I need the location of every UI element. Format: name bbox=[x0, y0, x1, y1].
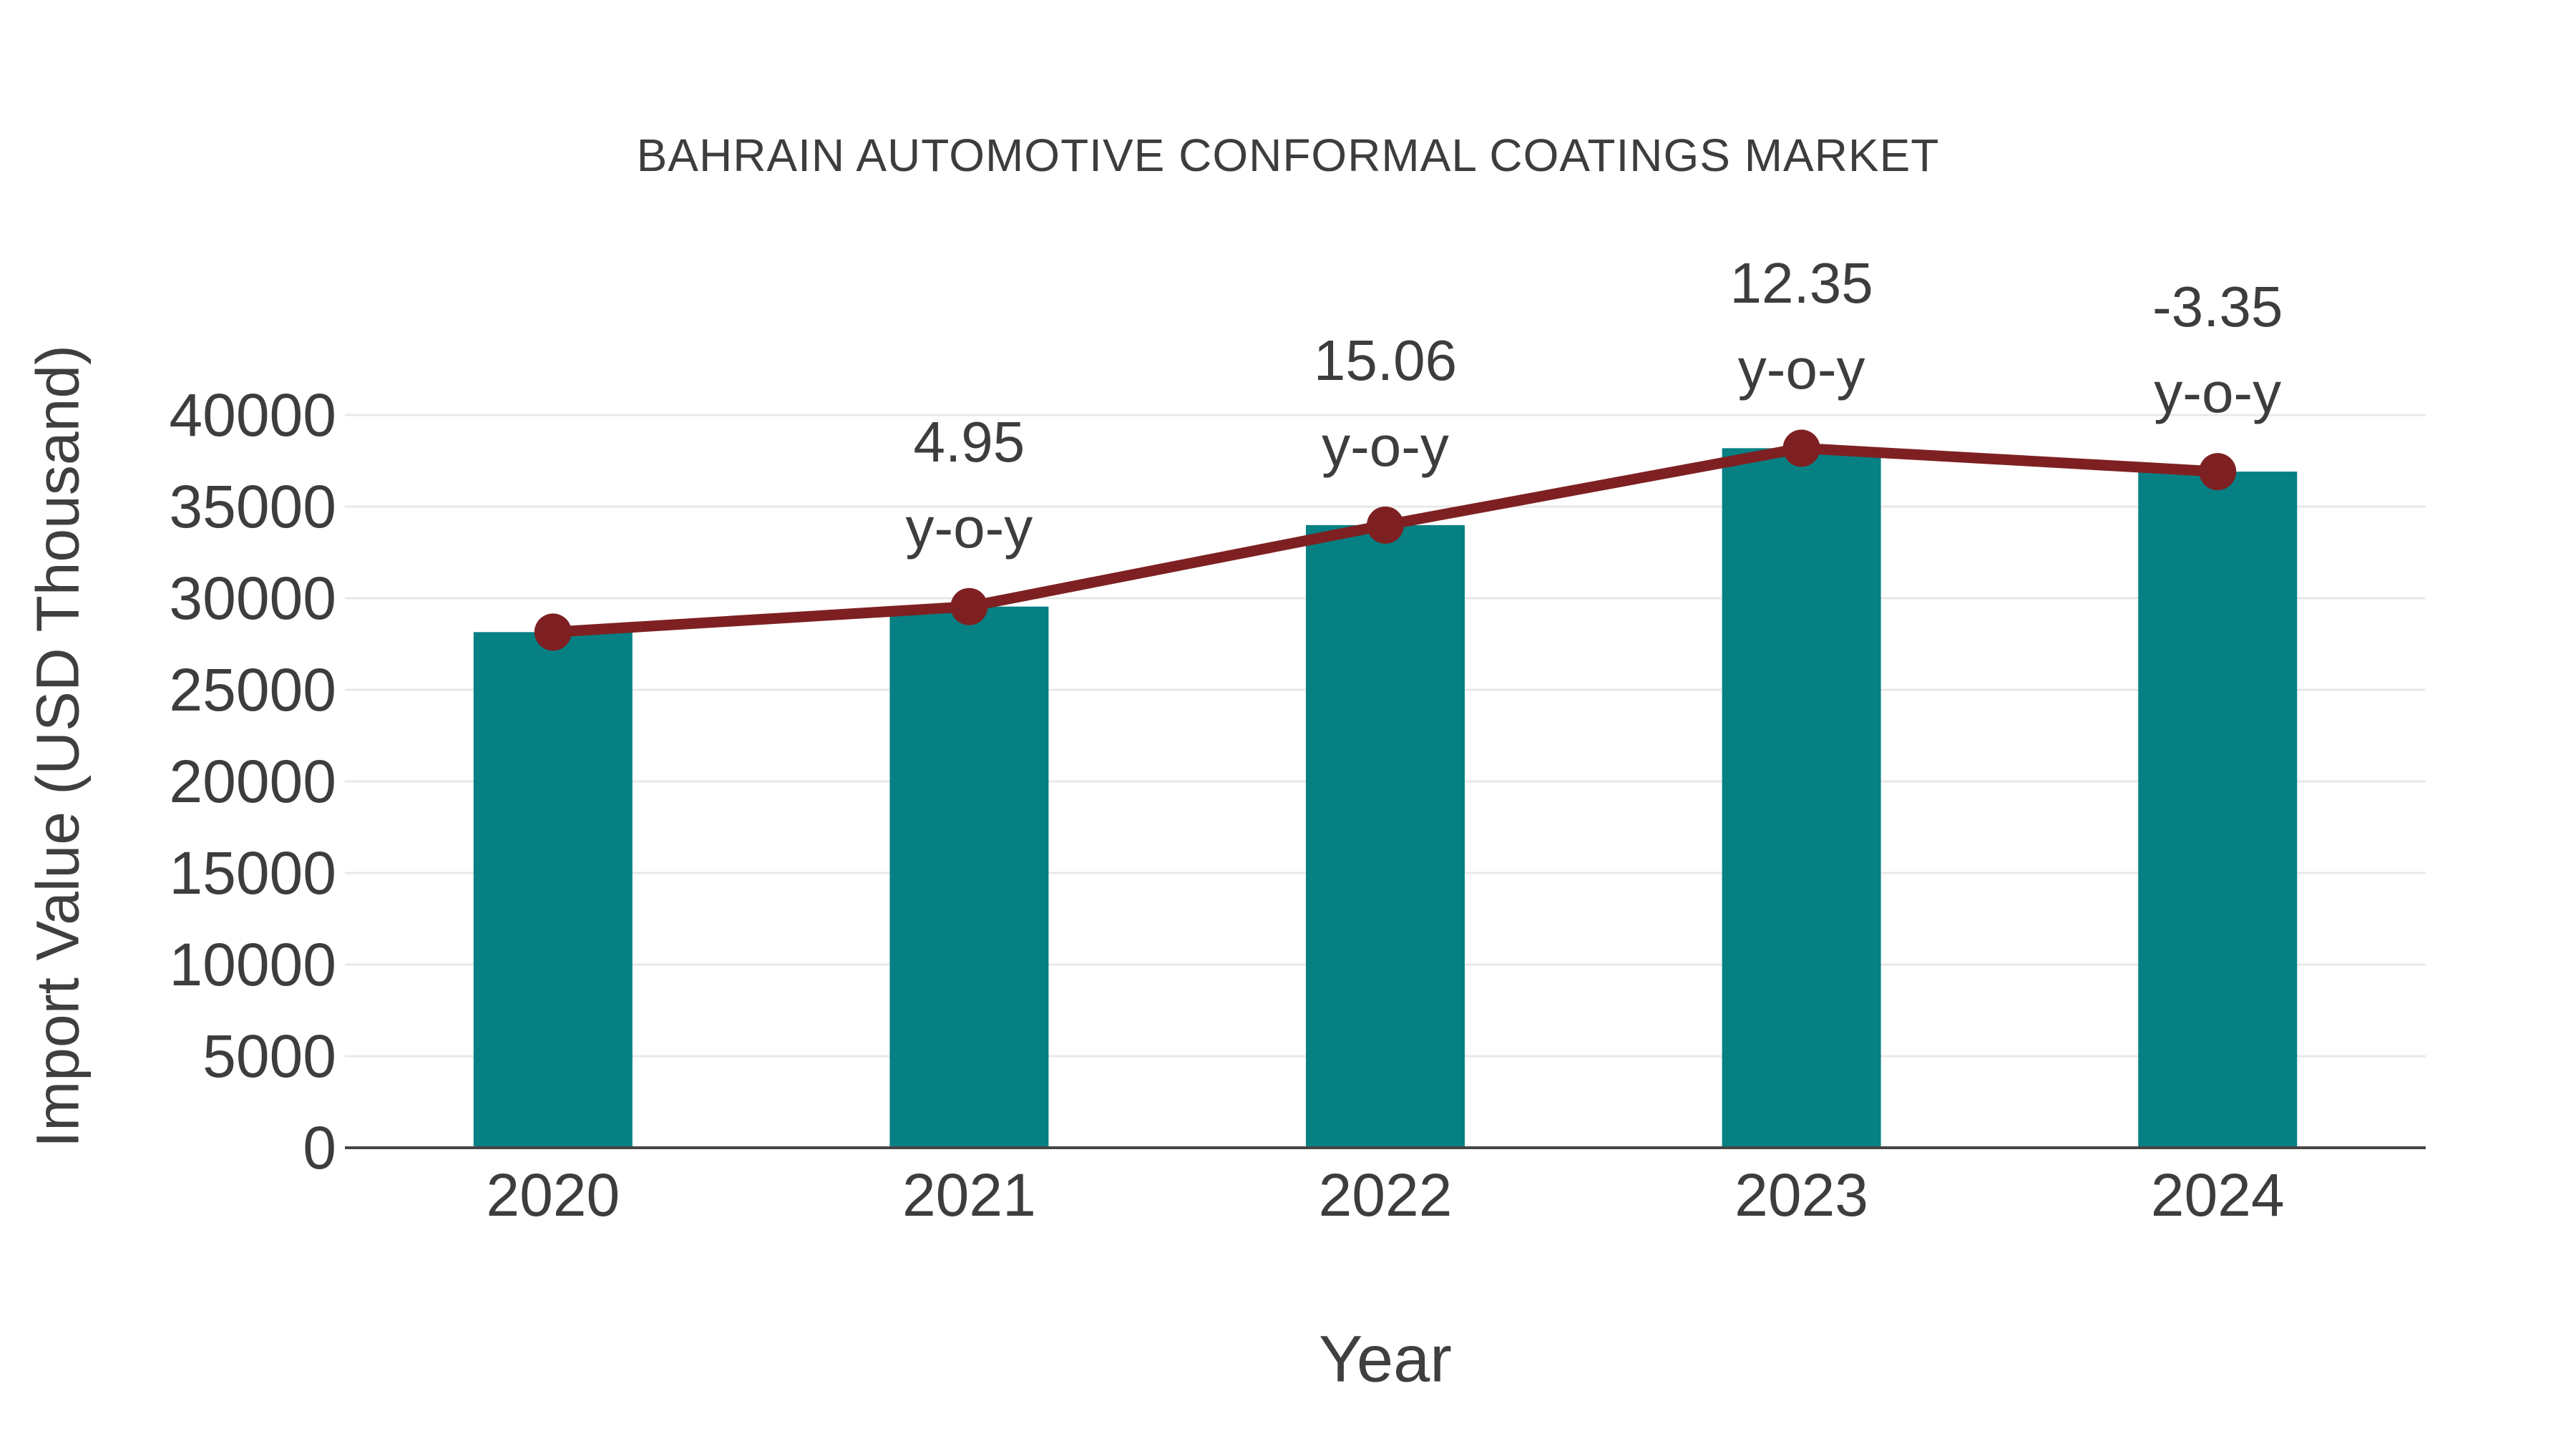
line-marker-2023 bbox=[1782, 429, 1820, 467]
y-tick-label-15000: 15000 bbox=[169, 839, 336, 907]
y-tick-label-5000: 5000 bbox=[203, 1023, 336, 1090]
y-tick-label-30000: 30000 bbox=[169, 565, 336, 632]
y-tick-label-25000: 25000 bbox=[169, 656, 336, 723]
x-tick-label-2021: 2021 bbox=[902, 1161, 1036, 1229]
annotation-2021: 4.95 y-o-y bbox=[754, 399, 1184, 571]
annotation-suffix: y-o-y bbox=[1737, 337, 1865, 401]
bar-2022 bbox=[1306, 525, 1465, 1148]
bar-2021 bbox=[889, 606, 1049, 1148]
annotation-value: 15.06 bbox=[1313, 328, 1458, 392]
x-axis-title: Year bbox=[1319, 1322, 1452, 1396]
bar-2024 bbox=[2138, 472, 2298, 1148]
y-tick-label-0: 0 bbox=[303, 1114, 336, 1181]
x-tick-label-2024: 2024 bbox=[2151, 1161, 2285, 1229]
line-marker-2024 bbox=[2199, 453, 2237, 491]
line-marker-2021 bbox=[950, 587, 988, 625]
y-tick-label-35000: 35000 bbox=[169, 473, 336, 540]
annotation-value: -3.35 bbox=[2152, 275, 2283, 339]
y-tick-label-10000: 10000 bbox=[169, 931, 336, 998]
x-tick-label-2023: 2023 bbox=[1735, 1161, 1868, 1229]
annotation-2023: 12.35 y-o-y bbox=[1587, 240, 2016, 412]
bar-2020 bbox=[473, 632, 633, 1148]
annotation-value: 12.35 bbox=[1729, 251, 1873, 316]
annotation-2022: 15.06 y-o-y bbox=[1171, 318, 1600, 489]
y-tick-label-40000: 40000 bbox=[169, 381, 336, 449]
annotation-suffix: y-o-y bbox=[905, 495, 1033, 560]
bar-2023 bbox=[1722, 448, 1881, 1148]
annotation-value: 4.95 bbox=[913, 409, 1025, 474]
x-tick-label-2022: 2022 bbox=[1319, 1161, 1453, 1229]
annotation-2024: -3.35 y-o-y bbox=[2003, 264, 2432, 436]
chart-title: BAHRAIN AUTOMOTIVE CONFORMAL COATINGS MA… bbox=[636, 130, 1940, 181]
y-tick-label-20000: 20000 bbox=[169, 748, 336, 815]
annotation-suffix: y-o-y bbox=[1322, 414, 1449, 478]
line-marker-2020 bbox=[534, 613, 572, 651]
line-marker-2022 bbox=[1367, 506, 1404, 544]
x-tick-label-2020: 2020 bbox=[486, 1161, 620, 1229]
annotation-suffix: y-o-y bbox=[2154, 361, 2282, 425]
